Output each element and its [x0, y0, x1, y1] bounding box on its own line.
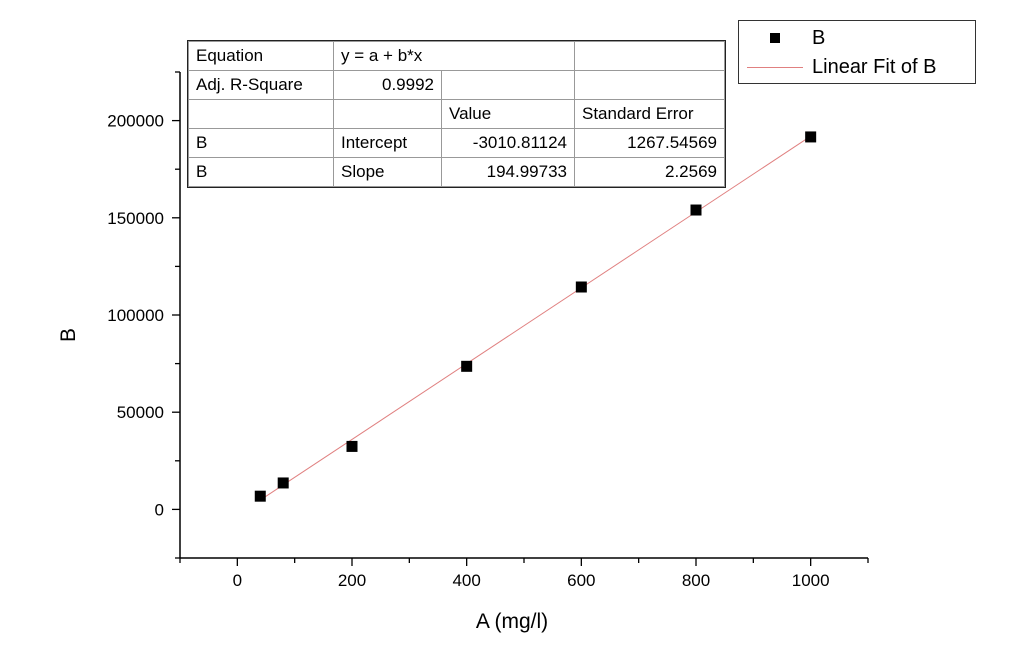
legend-label: B — [812, 26, 826, 49]
table-cell: 0.9992 — [333, 70, 442, 100]
legend: B Linear Fit of B — [738, 20, 976, 84]
table-cell — [333, 99, 442, 129]
table-cell: Value — [441, 99, 575, 129]
x-tick-label: 1000 — [792, 571, 830, 590]
line-swatch-icon — [747, 66, 803, 68]
data-point — [575, 281, 587, 293]
table-row: B Intercept -3010.81124 1267.54569 — [188, 128, 725, 158]
x-tick-label: 0 — [233, 571, 242, 590]
table-cell: Slope — [333, 157, 442, 187]
table-cell — [441, 70, 575, 100]
table-cell: Adj. R-Square — [188, 70, 334, 100]
data-point — [277, 477, 289, 489]
table-cell: Equation — [188, 41, 334, 71]
y-axis-label: B — [57, 328, 80, 342]
table-cell: B — [188, 157, 334, 187]
data-point — [346, 440, 358, 452]
table-cell — [188, 99, 334, 129]
x-axis-label: A (mg/l) — [476, 610, 548, 633]
table-row: B Slope 194.99733 2.2569 — [188, 157, 725, 187]
y-tick-label: 150000 — [107, 209, 164, 228]
y-tick-label: 0 — [155, 500, 164, 519]
x-tick-label: 400 — [452, 571, 480, 590]
x-tick-label: 600 — [567, 571, 595, 590]
legend-label: Linear Fit of B — [812, 55, 937, 78]
y-tick-label: 200000 — [107, 112, 164, 131]
table-cell: y = a + b*x — [333, 41, 575, 71]
table-cell: 2.2569 — [574, 157, 725, 187]
table-cell — [574, 70, 725, 100]
x-tick-label: 200 — [338, 571, 366, 590]
fit-line — [259, 135, 811, 501]
table-cell: 194.99733 — [441, 157, 575, 187]
table-cell: Standard Error — [574, 99, 725, 129]
table-cell: Intercept — [333, 128, 442, 158]
table-cell: B — [188, 128, 334, 158]
table-row: Adj. R-Square 0.9992 — [188, 70, 725, 100]
y-tick-label: 50000 — [117, 403, 164, 422]
legend-item-fit: Linear Fit of B — [739, 53, 937, 81]
table-row: Equation y = a + b*x — [188, 41, 725, 71]
legend-item-b: B — [739, 24, 825, 52]
y-tick-label: 100000 — [107, 306, 164, 325]
data-point — [254, 490, 266, 502]
x-tick-label: 800 — [682, 571, 710, 590]
table-row: Value Standard Error — [188, 99, 725, 129]
data-point — [461, 360, 473, 372]
square-marker-icon — [770, 33, 780, 43]
fit-results-table: Equation y = a + b*x Adj. R-Square 0.999… — [187, 40, 726, 188]
table-cell — [574, 41, 725, 71]
table-cell: -3010.81124 — [441, 128, 575, 158]
data-point — [805, 131, 817, 143]
data-point — [690, 204, 702, 216]
table-cell: 1267.54569 — [574, 128, 725, 158]
